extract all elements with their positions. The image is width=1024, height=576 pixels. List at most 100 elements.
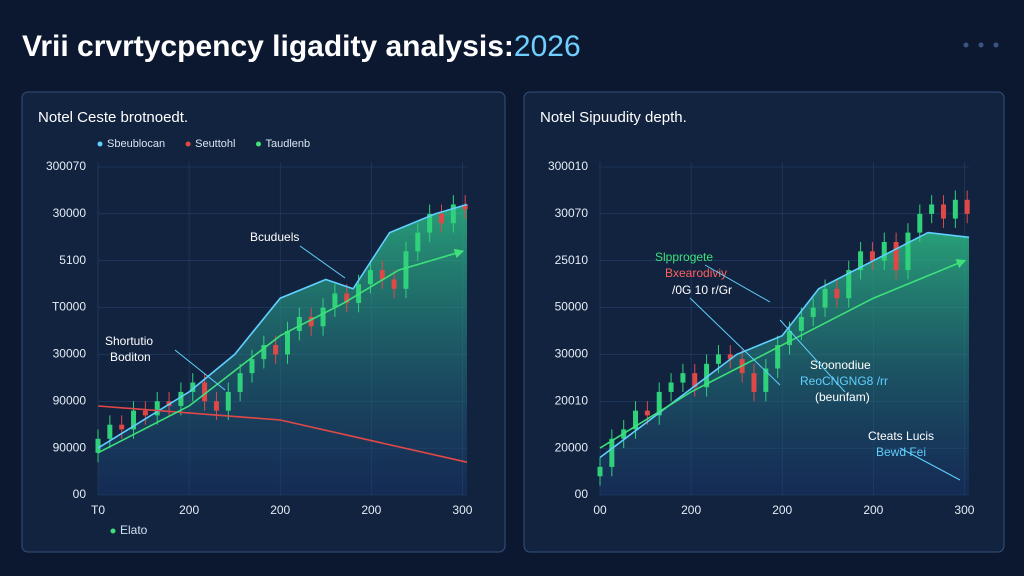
candle-body <box>810 307 816 317</box>
candle-body <box>107 424 113 439</box>
candle-body <box>249 359 255 374</box>
candle-body <box>261 345 267 360</box>
y-tick-label: 30000 <box>555 347 589 361</box>
leader-line <box>174 349 226 391</box>
candle-body <box>787 331 793 346</box>
y-tick-label: 20010 <box>555 393 589 407</box>
leader-lines <box>174 245 961 481</box>
candle-body <box>296 316 302 331</box>
charts: Notel Ceste brotnoedt. Sbeublocan Seuttohl… <box>38 109 975 537</box>
y-tick-label: 30070 <box>555 206 589 220</box>
menu-dot <box>993 42 999 48</box>
candle-body <box>751 373 757 392</box>
candle-body <box>427 213 433 233</box>
candle-body <box>450 204 456 224</box>
annotation: Bcuduels <box>250 230 299 244</box>
candle-body <box>644 410 650 416</box>
title-year: 2026 <box>514 30 581 63</box>
candle-body <box>704 363 710 388</box>
candle-body <box>285 331 291 355</box>
candle-body <box>119 424 125 430</box>
legend-label: Seuttohl <box>195 138 235 150</box>
y-tick-label: T0000 <box>52 300 86 314</box>
candle-body <box>905 232 911 271</box>
x-tick-label: 200 <box>179 503 199 517</box>
candle-body <box>881 241 887 261</box>
leader-line <box>899 447 961 481</box>
leader-line <box>779 319 846 393</box>
candle-body <box>727 354 733 360</box>
menu-dot <box>978 42 984 48</box>
candle-body <box>403 251 409 289</box>
candle-body <box>462 204 468 210</box>
line <box>97 248 465 454</box>
candle-body <box>367 270 373 285</box>
y-tick-label: 90000 <box>53 440 87 454</box>
candle-body <box>213 401 219 411</box>
y-tick-label: 300070 <box>46 159 86 173</box>
candle-body <box>940 204 946 219</box>
annotation: /0G 10 r/Gr <box>672 283 732 297</box>
annotation: Shortutio <box>105 334 153 348</box>
x-tick-label: 300 <box>954 503 974 517</box>
y-tick-label: 25010 <box>555 253 589 267</box>
candle-body <box>834 288 840 299</box>
candle-body <box>656 391 662 416</box>
annotation: Boditon <box>110 350 151 364</box>
chart-title: Notel Sipuudity depth. <box>540 109 687 126</box>
annotation: ReoCNGNG8 /rr <box>800 374 888 388</box>
annotation: Elato <box>120 523 148 537</box>
candle-body <box>190 382 196 392</box>
annotation: Stoonodiue <box>810 358 871 372</box>
y-tick-label: 30000 <box>53 206 87 220</box>
line <box>97 203 468 449</box>
candle-body <box>273 345 279 355</box>
y-tick-label: 5100 <box>59 253 86 267</box>
y-tick-label: 90000 <box>53 393 87 407</box>
candle-body <box>344 293 350 303</box>
candle-body <box>178 391 184 406</box>
candle-body <box>633 410 639 430</box>
candle-body <box>597 466 603 477</box>
annotation: Cteats Lucis <box>868 429 934 443</box>
x-tick-label: 200 <box>681 503 701 517</box>
annotation: (beunfam) <box>815 390 870 404</box>
candle-body <box>798 316 804 331</box>
annotation: Bewd Fei <box>876 445 926 459</box>
candle-body <box>308 316 314 327</box>
candle-body <box>237 373 243 392</box>
candle-body <box>320 307 326 327</box>
y-tick-label: 00 <box>575 487 589 501</box>
y-tick-label: 30000 <box>53 347 87 361</box>
title-text: Vrii crvrtycpency ligadity analysis: <box>22 30 514 63</box>
area <box>600 232 969 495</box>
candle-body <box>154 401 160 416</box>
candle-body <box>379 270 385 280</box>
candle-body <box>692 373 698 388</box>
annotation: Bxearodiviy <box>665 266 727 280</box>
candle-body <box>858 251 864 271</box>
candle-body <box>763 368 769 392</box>
candle-body <box>668 382 674 392</box>
leader-line <box>689 297 781 386</box>
candle-body <box>415 232 421 252</box>
candle-body <box>952 199 958 219</box>
candle-body <box>822 288 828 308</box>
x-tick-label: 200 <box>270 503 290 517</box>
candle-body <box>929 204 935 214</box>
candle-body <box>225 391 231 411</box>
candle-body <box>964 199 970 214</box>
candle-body <box>917 213 923 233</box>
candle-body <box>775 345 781 369</box>
menu-dot <box>963 42 969 48</box>
candle-body <box>142 410 148 416</box>
legend-label: Sbeublocan <box>107 138 165 150</box>
candle-body <box>715 354 721 364</box>
line <box>599 231 970 459</box>
x-tick-label: 200 <box>772 503 792 517</box>
x-tick-label: 300 <box>452 503 472 517</box>
x-tick-label: 200 <box>863 503 883 517</box>
legend-dot <box>185 141 191 147</box>
candle-body <box>680 373 686 383</box>
